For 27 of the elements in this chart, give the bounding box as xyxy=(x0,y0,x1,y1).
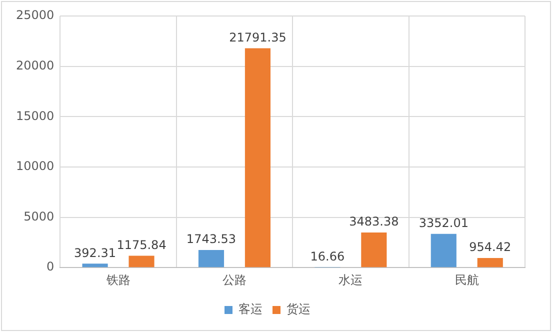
x-tick-label: 民航 xyxy=(454,272,479,287)
bar xyxy=(361,232,387,268)
data-label: 3483.38 xyxy=(349,214,399,229)
y-tick-label: 5000 xyxy=(24,209,54,224)
data-label: 1175.84 xyxy=(116,238,166,252)
data-label: 392.31 xyxy=(74,246,116,260)
bar xyxy=(82,264,108,268)
data-label: 1743.53 xyxy=(186,232,236,246)
y-tick-label: 10000 xyxy=(16,159,54,174)
bar xyxy=(128,256,154,268)
x-tick-label: 公路 xyxy=(222,272,246,287)
y-tick-label: 0 xyxy=(46,260,54,274)
bar xyxy=(244,48,271,268)
bar xyxy=(198,250,224,268)
y-tick-label: 25000 xyxy=(16,8,54,22)
bar xyxy=(430,234,456,268)
x-tick-label: 水运 xyxy=(338,272,363,287)
legend-label: 客运 xyxy=(238,302,262,316)
data-label: 16.66 xyxy=(310,250,345,264)
y-tick-label: 20000 xyxy=(16,58,54,72)
bar xyxy=(477,258,503,268)
legend-label: 货运 xyxy=(286,302,310,316)
x-tick-label: 铁路 xyxy=(105,272,130,287)
data-label: 21791.35 xyxy=(229,30,286,44)
data-label: 954.42 xyxy=(469,240,512,254)
data-label: 3352.01 xyxy=(418,216,468,230)
y-tick-label: 15000 xyxy=(16,108,54,123)
